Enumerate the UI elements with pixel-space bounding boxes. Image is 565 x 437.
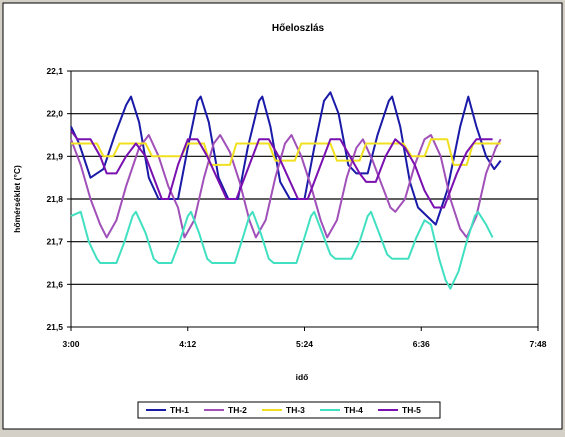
- x-tick-label: 4:12: [179, 339, 196, 349]
- y-tick-label: 22,0: [46, 109, 63, 119]
- legend-label: TH-3: [286, 405, 305, 415]
- x-tick-label: 7:48: [529, 339, 546, 349]
- series-line-th-2: [70, 134, 502, 239]
- legend-box: [137, 401, 441, 419]
- x-axis-label: idő: [296, 372, 309, 382]
- x-tick-label: 5:24: [296, 339, 313, 349]
- y-tick-label: 21,7: [46, 237, 63, 247]
- y-axis-label: hőmérséklet (°C): [12, 165, 22, 233]
- series-line-th-5: [70, 130, 493, 209]
- y-tick-label: 21,8: [46, 194, 63, 204]
- legend-label: TH-5: [402, 405, 421, 415]
- series-lines: [70, 91, 502, 290]
- x-tick-label: 6:36: [413, 339, 430, 349]
- series-line-th-1: [70, 91, 502, 226]
- x-tick-label: 3:00: [62, 339, 79, 349]
- y-tick-label: 21,6: [46, 279, 63, 289]
- legend: TH-1 TH-2 TH-3 TH-4 TH-5: [137, 401, 441, 419]
- series-line-th-3: [71, 138, 501, 166]
- y-tick-label: 22,1: [46, 66, 63, 76]
- y-tick-label: 21,5: [46, 322, 63, 332]
- chart-title: Hőeloszlás: [272, 23, 325, 34]
- legend-label: TH-2: [228, 405, 247, 415]
- series-line-th-4: [70, 210, 494, 290]
- axes: 21,5 21,6 21,7 21,8 21,9 22,0 22,1 3:00 4:12 5:24…: [46, 66, 546, 349]
- legend-label: TH-4: [344, 405, 363, 415]
- y-tick-label: 21,9: [46, 151, 63, 161]
- legend-label: TH-1: [170, 405, 189, 415]
